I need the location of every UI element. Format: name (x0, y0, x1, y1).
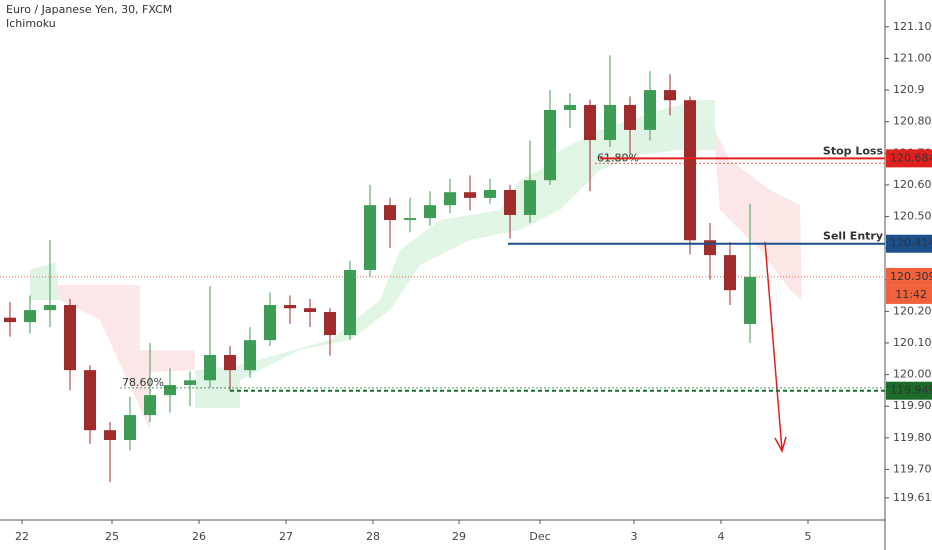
candle-body (524, 180, 536, 215)
candle-body (44, 305, 56, 311)
candle-body (484, 189, 496, 198)
level-price-label: 119.949 (890, 384, 932, 397)
level-price-box (886, 149, 932, 168)
y-tick-label: 121.000 (893, 51, 932, 64)
y-tick-label: 120.500 (893, 210, 932, 223)
y-tick-label: 120.200 (893, 304, 932, 317)
level-name: Stop Loss (823, 144, 884, 157)
candle-body (624, 104, 636, 130)
candle-body (544, 110, 556, 181)
level-name: Sell Entry (823, 230, 883, 243)
x-tick-label: 22 (15, 530, 29, 543)
candle-body (744, 276, 756, 325)
level-price-box (886, 234, 932, 253)
countdown-label: 11:42 (895, 288, 927, 301)
candle-body (4, 317, 16, 323)
candle-body (724, 255, 736, 291)
candle-body (704, 240, 716, 256)
candle-body (464, 192, 476, 198)
x-tick-label: 26 (192, 530, 206, 543)
candle-body (584, 104, 596, 141)
y-tick-label: 120.9 (893, 83, 925, 96)
countdown-box (886, 285, 932, 304)
y-tick-label: 120.000 (893, 368, 932, 381)
y-tick-label: 120.100 (893, 336, 932, 349)
x-tick-label: 5 (805, 530, 812, 543)
current-price-box (886, 267, 932, 286)
current-price-label: 120.309 (890, 270, 932, 283)
y-tick-label: 120.800 (893, 115, 932, 128)
candle-body (344, 269, 356, 336)
x-tick-label: 25 (105, 530, 119, 543)
candle-body (444, 192, 456, 206)
level-price-label: 120.414 (890, 237, 932, 250)
candle-body (664, 90, 676, 101)
candle-body (244, 340, 256, 371)
candle-body (604, 104, 616, 141)
candle-body (304, 308, 316, 312)
candle-body (144, 395, 156, 416)
candle-body (364, 205, 376, 270)
candle-body (104, 430, 116, 441)
y-tick-label: 119.610 (893, 491, 932, 504)
candle-body (224, 354, 236, 371)
y-tick-label: 119.900 (893, 399, 932, 412)
candle-body (504, 189, 516, 215)
candle-body (164, 385, 176, 396)
candle-body (84, 370, 96, 431)
candle-body (204, 354, 216, 381)
candle-body (184, 380, 196, 386)
candle-body (64, 305, 76, 371)
x-tick-label: 4 (718, 530, 725, 543)
y-tick-label: 121.100 (893, 20, 932, 33)
candle-body (324, 312, 336, 336)
level-price-label: 120.684 (890, 151, 932, 164)
candle-body (284, 305, 296, 309)
fib-label: 78.60% (122, 376, 164, 389)
x-tick-label: 27 (279, 530, 293, 543)
forecast-arrow (764, 241, 787, 453)
x-tick-label: 3 (631, 530, 638, 543)
candle-body (264, 305, 276, 341)
y-tick-label: 119.700 (893, 462, 932, 475)
candle-body (124, 415, 136, 441)
x-tick-label: 28 (366, 530, 380, 543)
candle-body (404, 218, 416, 221)
chart-subtitle: Ichimoku (6, 17, 56, 30)
candle-body (424, 205, 436, 219)
y-tick-label: 119.800 (893, 431, 932, 444)
candle-body (24, 310, 36, 323)
candle-body (644, 90, 656, 130)
chart-title: Euro / Japanese Yen, 30, FXCM (6, 3, 172, 16)
level-price-box (886, 381, 932, 400)
x-tick-label: Dec (529, 530, 550, 543)
candle-body (564, 104, 576, 111)
y-tick-label: 120.600 (893, 178, 932, 191)
x-tick-label: 29 (452, 530, 466, 543)
candle-body (684, 100, 696, 241)
candle-body (384, 205, 396, 221)
